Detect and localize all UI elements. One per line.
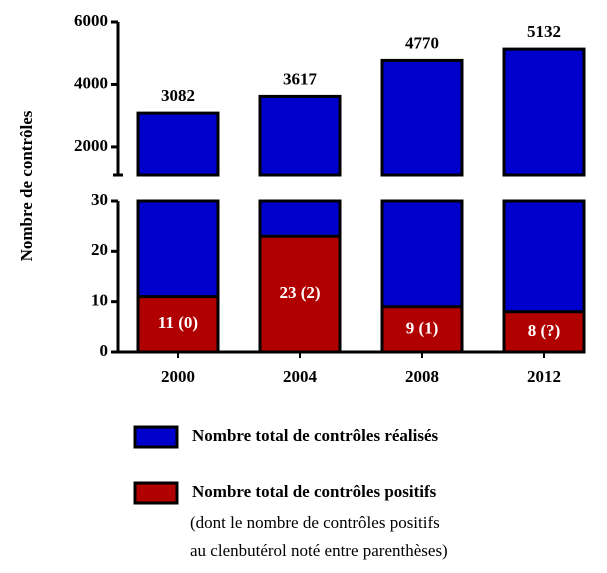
value-label: 5132 — [527, 22, 561, 41]
value-label: 9 (1) — [406, 318, 439, 337]
legend-note: (dont le nombre de contrôles positifs — [190, 513, 440, 532]
y-tick-label: 6000 — [74, 11, 108, 30]
bar — [380, 58, 464, 177]
legend-note: au clenbutérol noté entre parenthèses) — [190, 541, 448, 560]
bar — [380, 305, 464, 354]
y-tick-label: 20 — [91, 240, 108, 259]
y-axis-label: Nombre de contrôles — [17, 110, 36, 261]
legend-label: Nombre total de contrôles positifs — [192, 482, 437, 501]
bar — [502, 47, 586, 177]
bar — [136, 111, 220, 177]
value-label: 23 (2) — [279, 283, 320, 302]
legend-label: Nombre total de contrôles réalisés — [192, 426, 439, 445]
bar — [502, 310, 586, 354]
y-tick-label: 30 — [91, 190, 108, 209]
value-label: 4770 — [405, 33, 439, 52]
x-tick-label: 2008 — [405, 367, 439, 386]
bar — [258, 234, 342, 354]
bar — [258, 94, 342, 177]
x-tick-label: 2012 — [527, 367, 561, 386]
value-label: 8 (?) — [528, 321, 561, 340]
y-tick-label: 2000 — [74, 136, 108, 155]
legend-swatch — [133, 425, 179, 449]
x-tick-label: 2004 — [283, 367, 318, 386]
y-tick-label: 4000 — [74, 73, 108, 92]
y-tick-label: 0 — [100, 341, 109, 360]
value-label: 11 (0) — [158, 313, 198, 332]
y-tick-label: 10 — [91, 291, 108, 310]
legend-swatch — [133, 481, 179, 505]
x-tick-label: 2000 — [161, 367, 195, 386]
value-label: 3617 — [283, 69, 318, 88]
value-label: 3082 — [161, 86, 195, 105]
